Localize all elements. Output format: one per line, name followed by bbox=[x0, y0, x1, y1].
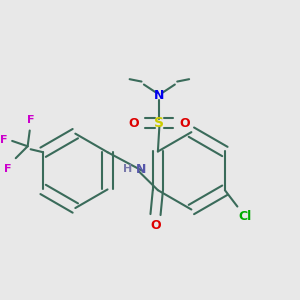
Text: F: F bbox=[4, 164, 12, 173]
Text: O: O bbox=[128, 117, 139, 130]
Text: F: F bbox=[27, 115, 34, 125]
Text: O: O bbox=[150, 219, 161, 232]
Text: Cl: Cl bbox=[238, 209, 251, 223]
Text: O: O bbox=[180, 117, 190, 130]
Text: N: N bbox=[136, 163, 146, 176]
Text: N: N bbox=[154, 89, 165, 102]
Text: S: S bbox=[154, 116, 164, 130]
Text: F: F bbox=[1, 135, 8, 145]
Text: H: H bbox=[124, 164, 133, 174]
